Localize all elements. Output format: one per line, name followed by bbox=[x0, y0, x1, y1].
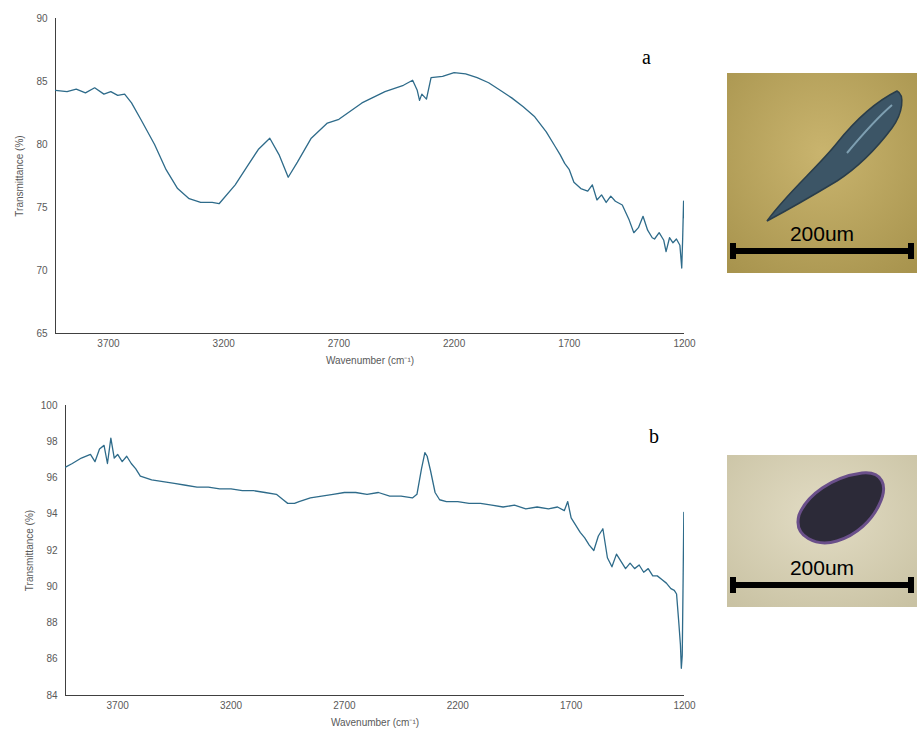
svg-text:200um: 200um bbox=[790, 222, 854, 245]
svg-text:86: 86 bbox=[46, 653, 58, 664]
svg-text:88: 88 bbox=[46, 617, 58, 628]
svg-text:75: 75 bbox=[36, 202, 48, 213]
svg-text:1700: 1700 bbox=[560, 700, 583, 711]
svg-text:2200: 2200 bbox=[447, 700, 470, 711]
svg-text:90: 90 bbox=[46, 581, 58, 592]
svg-text:200um: 200um bbox=[790, 556, 854, 579]
svg-text:96: 96 bbox=[46, 472, 58, 483]
svg-text:1200: 1200 bbox=[673, 338, 696, 349]
svg-text:70: 70 bbox=[36, 265, 48, 276]
svg-text:3700: 3700 bbox=[97, 338, 120, 349]
svg-text:1200: 1200 bbox=[673, 700, 696, 711]
svg-text:80: 80 bbox=[36, 139, 48, 150]
svg-text:2200: 2200 bbox=[443, 338, 466, 349]
svg-text:100: 100 bbox=[41, 400, 58, 411]
svg-text:Wavenumber (cm⁻¹): Wavenumber (cm⁻¹) bbox=[331, 717, 419, 728]
svg-text:Transmittance (%): Transmittance (%) bbox=[24, 510, 35, 591]
svg-text:3700: 3700 bbox=[107, 700, 130, 711]
svg-text:Transmittance (%): Transmittance (%) bbox=[14, 135, 25, 216]
svg-text:1700: 1700 bbox=[558, 338, 581, 349]
svg-text:84: 84 bbox=[46, 690, 58, 701]
svg-text:85: 85 bbox=[36, 76, 48, 87]
svg-text:98: 98 bbox=[46, 436, 58, 447]
svg-text:65: 65 bbox=[36, 328, 48, 339]
svg-text:Wavenumber (cm⁻¹): Wavenumber (cm⁻¹) bbox=[326, 355, 414, 366]
svg-text:3200: 3200 bbox=[213, 338, 236, 349]
svg-text:94: 94 bbox=[46, 508, 58, 519]
svg-text:92: 92 bbox=[46, 545, 58, 556]
svg-text:3200: 3200 bbox=[220, 700, 243, 711]
svg-text:2700: 2700 bbox=[328, 338, 351, 349]
html-text:a: a bbox=[642, 46, 651, 68]
svg-text:2700: 2700 bbox=[333, 700, 356, 711]
html-text:b: b bbox=[649, 425, 659, 447]
svg-text:90: 90 bbox=[36, 13, 48, 24]
